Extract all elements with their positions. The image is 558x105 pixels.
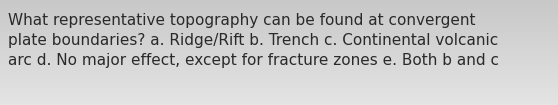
Text: What representative topography can be found at convergent
plate boundaries? a. R: What representative topography can be fo… [8, 13, 499, 68]
